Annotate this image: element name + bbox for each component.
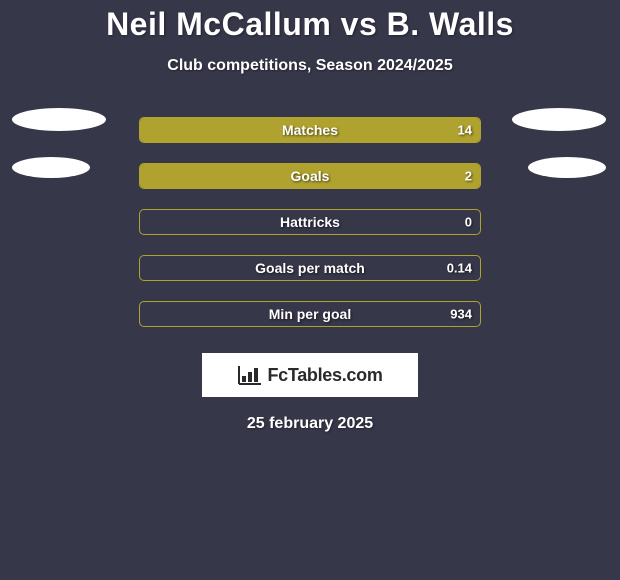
bar-track: Matches14	[139, 117, 481, 143]
comparison-chart: Matches14 Goals2 Hattricks0 Goals per match…	[0, 107, 620, 337]
left-ellipse	[12, 108, 106, 131]
logo-text: FcTables.com	[267, 365, 382, 386]
stat-row: Hattricks0	[0, 199, 620, 245]
date-line: 25 february 2025	[0, 415, 620, 433]
left-ellipse	[12, 157, 90, 178]
bar-track: Hattricks0	[139, 209, 481, 235]
stat-row: Min per goal934	[0, 291, 620, 337]
bar-track: Goals2	[139, 163, 481, 189]
bar-value: 934	[450, 307, 472, 322]
bar-chart-icon	[237, 364, 263, 386]
bar-label: Hattricks	[140, 214, 480, 230]
page-subtitle: Club competitions, Season 2024/2025	[0, 57, 620, 75]
stat-row: Goals2	[0, 153, 620, 199]
bar-track: Goals per match0.14	[139, 255, 481, 281]
bar-value: 0.14	[447, 261, 472, 276]
page-title: Neil McCallum vs B. Walls	[0, 0, 620, 43]
bar-value: 0	[465, 215, 472, 230]
right-ellipse	[512, 108, 606, 131]
stat-row: Goals per match0.14	[0, 245, 620, 291]
bar-label: Min per goal	[140, 306, 480, 322]
logo-box: FcTables.com	[202, 353, 418, 397]
bar-label: Goals per match	[140, 260, 480, 276]
bar-fill	[140, 164, 480, 188]
bar-track: Min per goal934	[139, 301, 481, 327]
bar-fill	[140, 118, 480, 142]
stat-row: Matches14	[0, 107, 620, 153]
right-ellipse	[528, 157, 606, 178]
